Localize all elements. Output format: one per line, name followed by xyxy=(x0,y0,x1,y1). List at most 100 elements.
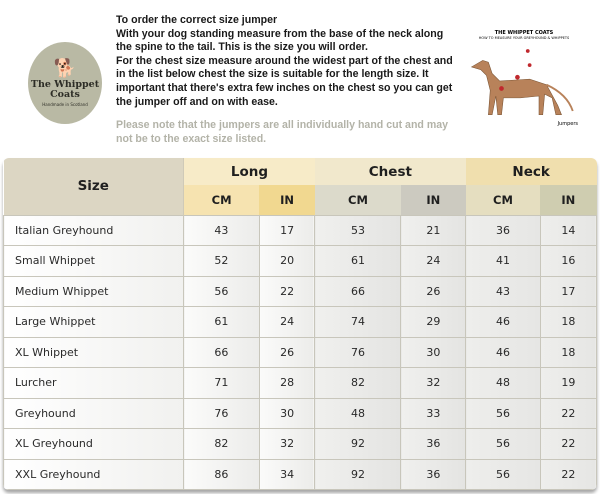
table-row: XXL Greyhound 86 34 92 36 56 22 xyxy=(3,458,597,490)
logo-name-line1: The Whippet xyxy=(30,78,100,90)
long-in-cell: 26 xyxy=(258,336,316,368)
size-chart-table: Size Long Chest Neck CM IN CM IN CM IN I… xyxy=(3,158,597,490)
chest-in-cell: 26 xyxy=(400,275,467,307)
chest-cm-header: CM xyxy=(314,185,401,215)
long-cm-cell: 61 xyxy=(183,306,260,338)
neck-in-header: IN xyxy=(540,185,597,215)
chest-in-cell: 30 xyxy=(400,336,467,368)
logo-tagline: Handmade in Scotland xyxy=(42,101,88,107)
diagram-subtitle: HOW TO MEASURE YOUR GREYHOUND & WHIPPETS xyxy=(478,36,570,40)
size-name: XL Greyhound xyxy=(3,428,184,460)
chest-cm-cell: 92 xyxy=(314,458,402,490)
long-cm-cell: 76 xyxy=(183,397,260,429)
neck-in-cell: 22 xyxy=(539,458,597,490)
size-name: Lurcher xyxy=(3,367,184,399)
size-name: Medium Whippet xyxy=(3,275,184,307)
neck-cm-cell: 43 xyxy=(465,275,541,307)
hand-cut-note: Please note that the jumpers are all ind… xyxy=(116,119,449,145)
table-row: Italian Greyhound 43 17 53 21 36 14 xyxy=(3,214,597,246)
neck-in-cell: 17 xyxy=(539,275,597,307)
long-cm-cell: 56 xyxy=(183,275,260,307)
neck-header: Neck xyxy=(465,158,597,185)
size-name: Greyhound xyxy=(3,397,184,429)
size-header: Size xyxy=(3,158,184,215)
long-cm-cell: 71 xyxy=(183,367,260,399)
long-cm-cell: 52 xyxy=(183,245,260,277)
instructions-heading: To order the correct size jumper xyxy=(116,14,278,26)
chest-cm-cell: 92 xyxy=(314,428,402,460)
long-in-cell: 32 xyxy=(258,428,316,460)
chest-in-cell: 24 xyxy=(400,245,467,277)
long-cm-cell: 86 xyxy=(183,458,260,490)
greyhound-illustration xyxy=(470,49,574,116)
long-in-header: IN xyxy=(259,185,315,215)
instructions-length: With your dog standing measure from the … xyxy=(116,27,444,54)
neck-cm-cell: 56 xyxy=(465,458,541,490)
long-cm-cell: 82 xyxy=(183,428,260,460)
long-in-cell: 24 xyxy=(258,306,316,338)
chest-in-cell: 21 xyxy=(400,214,467,246)
table-wrapper: Size Long Chest Neck CM IN CM IN CM IN I… xyxy=(0,158,600,494)
long-cm-header: CM xyxy=(183,185,260,215)
header-section: 🐕 The Whippet Coats Handmade in Scotland … xyxy=(0,0,600,158)
measurement-diagram: THE WHIPPET COATS HOW TO MEASURE YOUR GR… xyxy=(464,30,584,127)
neck-in-cell: 19 xyxy=(539,367,597,399)
neck-cm-cell: 46 xyxy=(465,306,541,338)
neck-cm-cell: 46 xyxy=(465,336,541,368)
chest-in-cell: 33 xyxy=(400,397,467,429)
size-name: Small Whippet xyxy=(3,245,184,277)
long-in-cell: 34 xyxy=(258,458,316,490)
neck-in-cell: 14 xyxy=(539,214,597,246)
chest-cm-cell: 82 xyxy=(314,367,402,399)
table-row: XL Greyhound 82 32 92 36 56 22 xyxy=(3,428,597,460)
table-row: Small Whippet 52 20 61 24 41 16 xyxy=(3,245,597,277)
long-in-cell: 28 xyxy=(258,367,316,399)
long-in-cell: 30 xyxy=(258,397,316,429)
chest-cm-cell: 61 xyxy=(314,245,402,277)
neck-in-cell: 22 xyxy=(539,428,597,460)
chest-cm-cell: 76 xyxy=(314,336,402,368)
neck-cm-cell: 41 xyxy=(465,245,541,277)
long-in-cell: 17 xyxy=(258,214,316,246)
sizing-instructions: To order the correct size jumper With yo… xyxy=(116,14,456,109)
size-name: XXL Greyhound xyxy=(3,458,184,490)
table-row: Lurcher 71 28 82 32 48 19 xyxy=(3,367,597,399)
long-header: Long xyxy=(183,158,315,185)
neck-cm-cell: 48 xyxy=(465,367,541,399)
size-name: XL Whippet xyxy=(3,336,184,368)
chest-cm-cell: 66 xyxy=(314,275,402,307)
chest-cm-cell: 48 xyxy=(314,397,402,429)
text-block: To order the correct size jumper With yo… xyxy=(116,14,456,154)
neck-cm-cell: 56 xyxy=(465,397,541,429)
neck-cm-header: CM xyxy=(465,185,541,215)
chest-in-header: IN xyxy=(400,185,466,215)
neck-in-cell: 18 xyxy=(539,336,597,368)
long-in-cell: 22 xyxy=(258,275,316,307)
neck-in-cell: 18 xyxy=(539,306,597,338)
logo-name-line2: Coats xyxy=(50,88,80,100)
chest-in-cell: 36 xyxy=(400,428,467,460)
dog-icon: 🐕 xyxy=(53,57,77,79)
chest-in-cell: 29 xyxy=(400,306,467,338)
neck-in-cell: 16 xyxy=(539,245,597,277)
chest-header: Chest xyxy=(314,158,466,185)
chest-in-cell: 32 xyxy=(400,367,467,399)
diagram-label: Jumpers xyxy=(557,121,578,127)
brand-logo: 🐕 The Whippet Coats Handmade in Scotland xyxy=(28,42,102,124)
long-cm-cell: 43 xyxy=(183,214,260,246)
instructions-chest: For the chest size measure around the wi… xyxy=(116,54,453,108)
diagram-title: THE WHIPPET COATS xyxy=(494,30,554,36)
size-name: Large Whippet xyxy=(3,306,184,338)
neck-cm-cell: 36 xyxy=(465,214,541,246)
chest-cm-cell: 74 xyxy=(314,306,402,338)
chest-in-cell: 36 xyxy=(400,458,467,490)
long-in-cell: 20 xyxy=(258,245,316,277)
table-row: XL Whippet 66 26 76 30 46 18 xyxy=(3,336,597,368)
long-cm-cell: 66 xyxy=(183,336,260,368)
table-row: Large Whippet 61 24 74 29 46 18 xyxy=(3,306,597,338)
size-name: Italian Greyhound xyxy=(3,214,184,246)
table-row: Medium Whippet 56 22 66 26 43 17 xyxy=(3,275,597,307)
logo-name: The Whippet Coats xyxy=(30,78,100,100)
neck-cm-cell: 56 xyxy=(465,428,541,460)
table-row: Greyhound 76 30 48 33 56 22 xyxy=(3,397,597,429)
